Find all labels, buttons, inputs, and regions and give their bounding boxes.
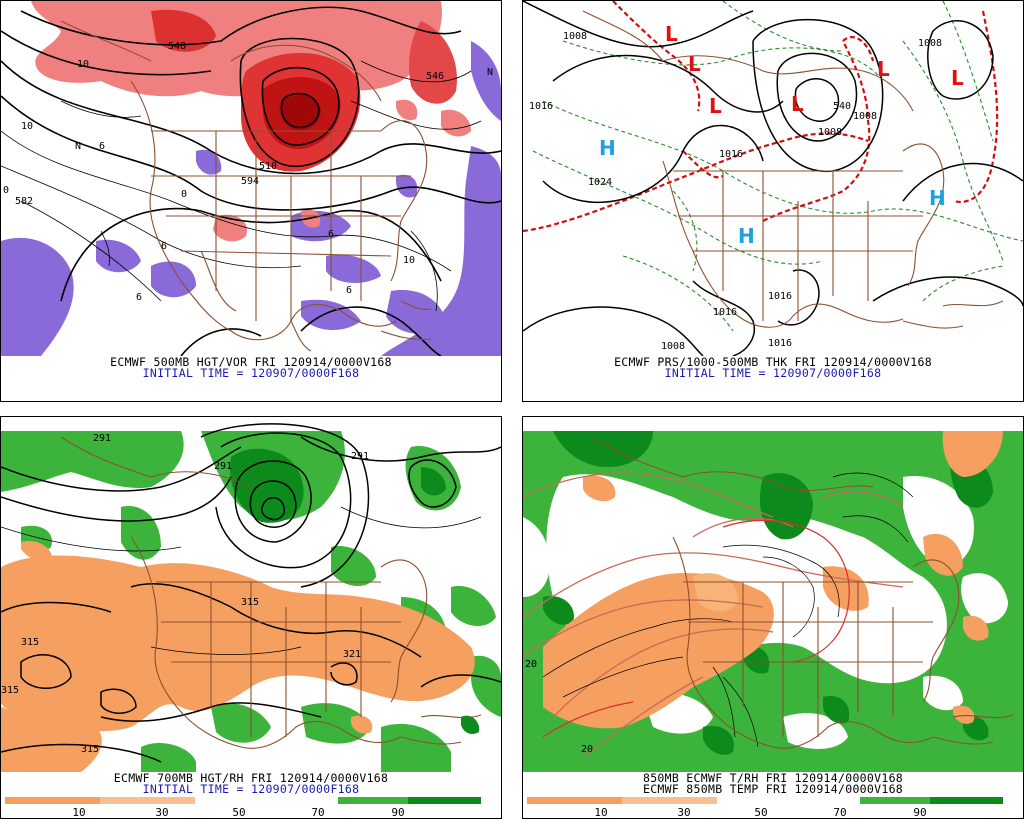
tick-label: 10 [72,806,86,819]
neg-vort-area [151,261,196,298]
panel-title: ECMWF PRS/1000-500MB THK FRI 120914/0000… [614,355,932,369]
contour-label: 582 [15,196,33,207]
panel-title: ECMWF 700MB HGT/RH FRI 120914/0000V168 [113,771,389,785]
contour-label: 6 [136,292,142,303]
contour-label: 10 [21,121,33,132]
contour-label: 315 [81,744,99,755]
contour-label: N [487,67,493,78]
contour-label: 1024 [588,177,612,188]
tick-label: 90 [913,806,927,819]
neg-vort-area [96,239,141,273]
panel-500mb-hgt-vor: 548 582 594 510 546 10 10 6 6 6 6 6 10 N… [0,0,502,402]
low-center: L [709,94,722,118]
high-center: H [599,136,616,160]
low-center: L [877,57,890,81]
tick-label: 50 [754,806,768,819]
contour-label: 6 [161,241,167,252]
contour-label: 0 [3,185,9,196]
contour-label: 1008 [818,127,842,138]
neg-vort-area [1,237,74,356]
contour-label: 315 [1,685,19,696]
contour-label: 1016 [713,307,737,318]
contour-label: 548 [168,41,186,52]
initial-time: INITIAL TIME = 120907/0000F168 [142,366,360,380]
neg-vort-area [301,299,361,331]
map-500mb: 548 582 594 510 546 10 10 6 6 6 6 6 10 N… [1,1,501,356]
neg-vort-area [326,254,381,283]
pos-vort-area [409,21,457,104]
panel-title: ECMWF 500MB HGT/VOR FRI 120914/0000V168 [110,355,392,369]
pos-vort-area [441,109,471,137]
map-850mb: 20 20 [523,417,1023,772]
neg-vort-area [386,290,446,334]
high-center: H [929,186,946,210]
tick-label: 70 [833,806,847,819]
low-center: L [688,52,701,76]
map-700mb: 291 291 291 315 315 315 321 315 [1,417,501,772]
contour-label: 1008 [853,111,877,122]
rh-colorbar [527,797,1003,804]
neg-vort-area [381,146,501,356]
initial-time: INITIAL TIME = 120907/0000F168 [142,782,360,796]
colorbar-ticks: 10 30 50 70 90 [527,806,1003,818]
tick-label: 90 [391,806,405,819]
contour-label: 321 [343,649,361,660]
contour-label: 291 [214,461,232,472]
contour-label: 20 [581,744,593,755]
contour-label: 594 [241,176,259,187]
contour-label: 10 [77,59,89,70]
panel-700mb-hgt-rh: 291 291 291 315 315 315 321 315 ECMWF 70… [0,416,502,819]
neg-vort-area [471,41,501,121]
colorbar-ticks: 10 30 50 70 90 [5,806,481,818]
panel-title: 850MB ECMWF T/RH FRI 120914/0000V168 [642,771,904,785]
pos-vort-area [31,1,442,97]
contour-label: 20 [525,659,537,670]
contour-label: N [75,141,81,152]
tick-label: 10 [594,806,608,819]
contour-label: 546 [426,71,444,82]
contour-label: 6 [99,141,105,152]
initial-time: INITIAL TIME = 120907/0000F168 [664,366,882,380]
low-center: L [791,92,804,116]
neg-vort-area [396,174,418,198]
contour-label: 291 [93,433,111,444]
contour-label: 540 [833,101,851,112]
contour-label: 510 [259,161,277,172]
tick-label: 70 [311,806,325,819]
rh-colorbar [5,797,481,804]
panel-850mb-t-rh: 20 20 850MB ECMWF T/RH FRI 120914/0000V1… [522,416,1024,819]
low-center: L [665,22,678,46]
high-center: H [738,224,755,248]
pos-vort-area [151,9,216,52]
tick-label: 30 [155,806,169,819]
pos-vort-area [213,214,247,242]
contour-label: 315 [241,597,259,608]
tick-label: 50 [232,806,246,819]
contour-label: 1016 [768,338,792,349]
contour-label: 291 [351,451,369,462]
contour-label: 1008 [918,38,942,49]
contour-label: 1016 [529,101,553,112]
contour-label: 10 [403,255,415,266]
contour-label: 1008 [563,31,587,42]
panel-subtitle: ECMWF 850MB TEMP FRI 120914/0000V168 [642,782,904,796]
contour-label: 1008 [661,341,685,352]
contour-label: 0 [181,189,187,200]
low-center: L [951,66,964,90]
tick-label: 30 [677,806,691,819]
neg-vort-area [196,149,222,175]
contour-label: 1016 [768,291,792,302]
pos-vort-area [279,94,321,131]
contour-label: 315 [21,637,39,648]
contour-label: 1016 [719,149,743,160]
contour-label: 6 [346,285,352,296]
contour-label: 6 [328,229,334,240]
map-prs-thk: 1008 1016 1024 1008 1016 1016 1016 1016 … [523,1,1023,356]
panel-prs-thk: 1008 1016 1024 1008 1016 1016 1016 1016 … [522,0,1024,402]
pos-vort-area [396,99,418,121]
